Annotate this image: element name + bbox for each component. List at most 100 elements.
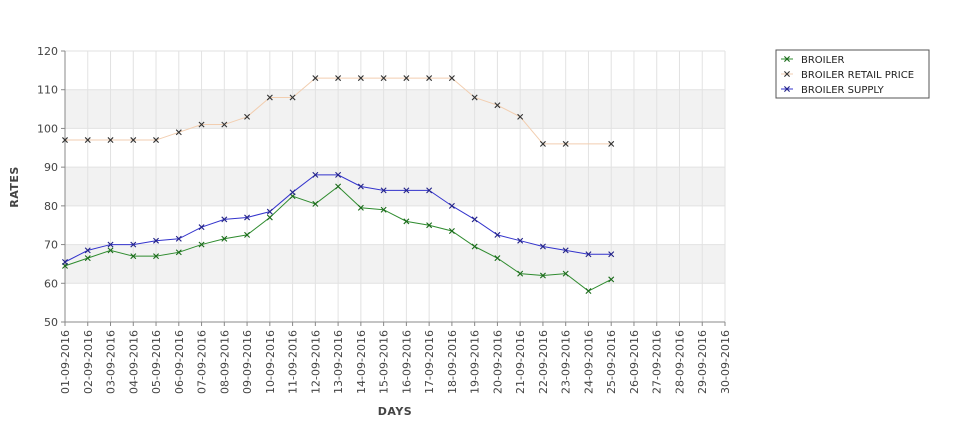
marker-stroke (784, 56, 790, 62)
series-1 (62, 75, 615, 147)
data-point (448, 202, 455, 209)
data-point (289, 189, 296, 196)
y-tick-label: 100 (37, 122, 58, 135)
marker-stroke (312, 171, 319, 178)
data-point (266, 208, 273, 215)
y-tick-label: 50 (44, 316, 58, 329)
marker-stroke (221, 216, 228, 223)
plot-bands (65, 89, 725, 284)
data-point (130, 241, 137, 248)
marker-stroke (403, 75, 410, 82)
data-point (608, 251, 615, 258)
marker-stroke (62, 259, 68, 265)
marker-stroke (335, 75, 342, 82)
x-tick-label: 27-09-2016 (651, 330, 664, 394)
marker-stroke (153, 253, 160, 260)
marker-stroke (357, 183, 364, 190)
data-point (403, 187, 410, 194)
legend-label: BROILER SUPPLY (801, 85, 885, 96)
data-point (62, 137, 68, 144)
data-point (244, 113, 251, 120)
data-point (608, 276, 615, 283)
marker-stroke (585, 288, 592, 295)
marker-stroke (244, 113, 251, 120)
x-tick-label: 11-09-2016 (287, 330, 300, 394)
marker-stroke (84, 137, 91, 144)
marker-stroke (471, 243, 478, 250)
marker-stroke (403, 218, 410, 225)
data-point (198, 121, 205, 128)
x-tick-label: 04-09-2016 (127, 330, 140, 394)
marker-stroke (266, 208, 273, 215)
data-point (562, 140, 569, 147)
y-axis-ticks: 50 60 70 80 90 100 110 120 (37, 45, 65, 329)
marker-stroke (539, 140, 546, 147)
marker-stroke (198, 121, 205, 128)
data-point (357, 75, 364, 82)
legend-box (775, 49, 930, 99)
data-point (244, 231, 251, 238)
marker-stroke (244, 214, 251, 221)
marker-stroke (244, 231, 251, 238)
y-tick-label: 120 (37, 45, 58, 58)
marker-stroke (130, 253, 137, 260)
data-point (153, 137, 160, 144)
marker-stroke (471, 216, 478, 223)
legend-swatch-marker (784, 71, 790, 77)
legend: BROILER BROILER RETAIL PRICE BROILER SUPPL… (775, 49, 930, 99)
x-tick-label: 17-09-2016 (423, 330, 436, 394)
y-tick-label: 90 (44, 161, 58, 174)
y-tick-label: 70 (44, 239, 58, 252)
data-point (221, 216, 228, 223)
series-line (65, 77, 612, 145)
data-point (153, 237, 160, 244)
data-point (380, 187, 387, 194)
marker-stroke (266, 94, 273, 101)
data-point (471, 216, 478, 223)
x-tick-label: 20-09-2016 (491, 330, 504, 394)
plot-grid (64, 50, 726, 323)
marker-stroke (289, 94, 296, 101)
data-point (403, 75, 410, 82)
marker-stroke (562, 140, 569, 147)
marker-stroke (107, 241, 114, 248)
plot-band (65, 89, 725, 129)
marker-stroke (471, 94, 478, 101)
data-point (426, 187, 433, 194)
marker-stroke (335, 171, 342, 178)
y-tick-label: 110 (37, 84, 58, 97)
data-point (335, 75, 342, 82)
data-point (107, 241, 114, 248)
x-tick-label: 12-09-2016 (309, 330, 322, 394)
marker-stroke (562, 270, 569, 277)
marker-stroke (380, 187, 387, 194)
data-point (84, 255, 91, 262)
plot-band (65, 244, 725, 284)
data-point (448, 228, 455, 235)
x-tick-label: 29-09-2016 (696, 330, 709, 394)
data-point (175, 249, 182, 256)
data-point (494, 255, 501, 262)
marker-stroke (221, 235, 228, 242)
data-point (517, 270, 524, 277)
legend-item: BROILER RETAIL PRICE (781, 70, 914, 81)
x-tick-label: 13-09-2016 (332, 330, 345, 394)
marker-stroke (585, 251, 592, 258)
marker-stroke (494, 231, 501, 238)
marker-stroke (357, 204, 364, 211)
marker-stroke (608, 251, 615, 258)
data-point (221, 235, 228, 242)
marker-stroke (494, 102, 501, 109)
marker-stroke (175, 235, 182, 242)
x-tick-label: 10-09-2016 (264, 330, 277, 394)
marker-stroke (517, 113, 524, 120)
marker-stroke (608, 276, 615, 283)
data-point (84, 137, 91, 144)
x-tick-label: 03-09-2016 (105, 330, 118, 394)
x-tick-label: 22-09-2016 (537, 330, 550, 394)
x-axis-ticks: 01-09-2016 02-09-2016 03-09-2016 04-09-2016… (59, 322, 732, 394)
marker-stroke (107, 247, 114, 254)
x-tick-label: 09-09-2016 (241, 330, 254, 394)
data-point (471, 94, 478, 101)
data-point (244, 214, 251, 221)
